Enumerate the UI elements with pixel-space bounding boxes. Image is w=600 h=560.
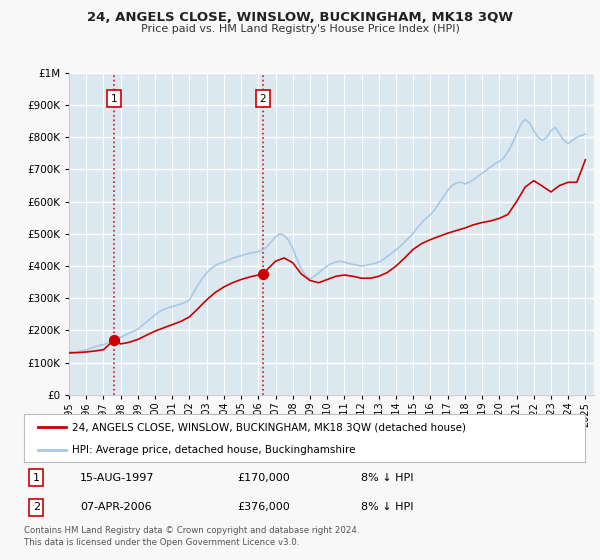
Text: 24, ANGELS CLOSE, WINSLOW, BUCKINGHAM, MK18 3QW: 24, ANGELS CLOSE, WINSLOW, BUCKINGHAM, M… [87, 11, 513, 24]
Text: Contains HM Land Registry data © Crown copyright and database right 2024.: Contains HM Land Registry data © Crown c… [24, 526, 359, 535]
Text: 2: 2 [260, 94, 266, 104]
Text: £170,000: £170,000 [237, 473, 290, 483]
Text: HPI: Average price, detached house, Buckinghamshire: HPI: Average price, detached house, Buck… [71, 445, 355, 455]
Point [258, 269, 268, 278]
Text: £376,000: £376,000 [237, 502, 290, 512]
Text: 1: 1 [33, 473, 40, 483]
Text: 2: 2 [33, 502, 40, 512]
Text: Price paid vs. HM Land Registry's House Price Index (HPI): Price paid vs. HM Land Registry's House … [140, 24, 460, 34]
Text: This data is licensed under the Open Government Licence v3.0.: This data is licensed under the Open Gov… [24, 538, 299, 547]
Text: 15-AUG-1997: 15-AUG-1997 [80, 473, 155, 483]
Text: 07-APR-2006: 07-APR-2006 [80, 502, 152, 512]
Point [109, 335, 119, 344]
Text: 8% ↓ HPI: 8% ↓ HPI [361, 502, 413, 512]
Text: 24, ANGELS CLOSE, WINSLOW, BUCKINGHAM, MK18 3QW (detached house): 24, ANGELS CLOSE, WINSLOW, BUCKINGHAM, M… [71, 422, 466, 432]
Text: 1: 1 [111, 94, 118, 104]
Text: 8% ↓ HPI: 8% ↓ HPI [361, 473, 413, 483]
